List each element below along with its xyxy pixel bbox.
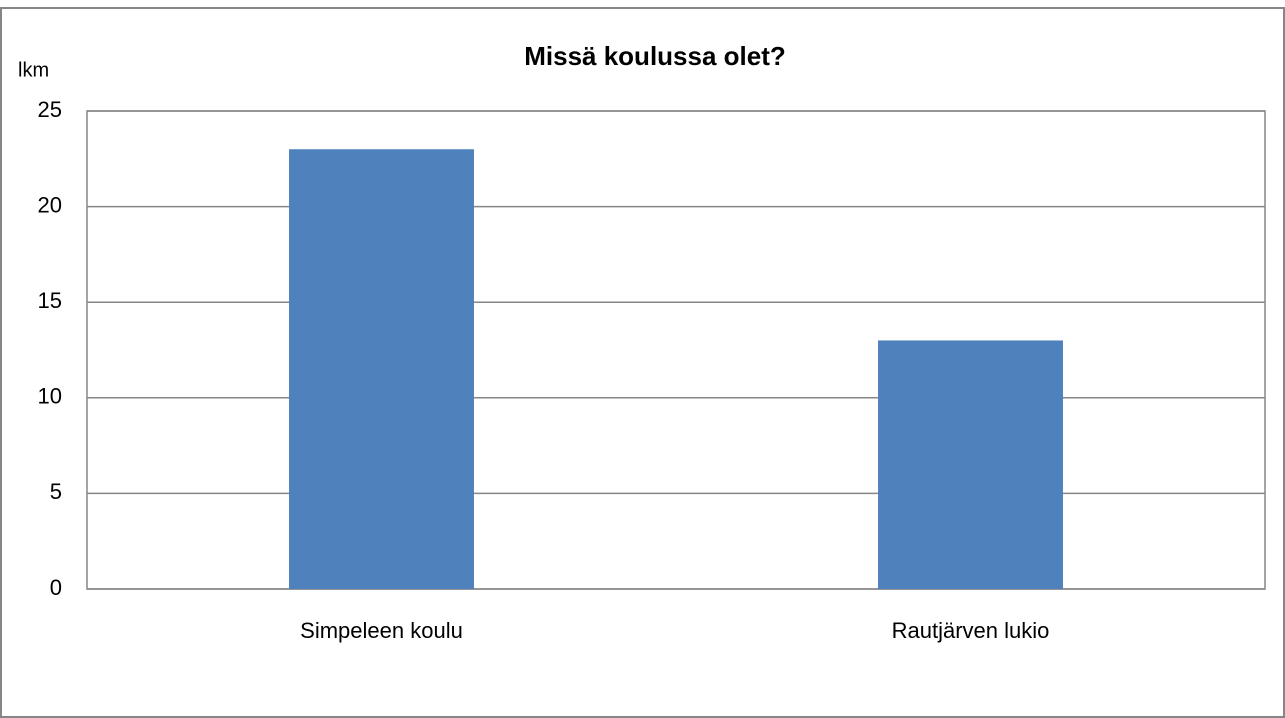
bar	[878, 340, 1063, 589]
y-tick-label: 5	[50, 479, 62, 504]
y-tick-label: 15	[38, 288, 62, 313]
y-axis-label: lkm	[18, 59, 49, 81]
x-tick-label: Rautjärven lukio	[892, 618, 1050, 643]
y-tick-label: 10	[38, 384, 62, 409]
y-tick-label: 25	[38, 97, 62, 122]
chart-frame	[0, 7, 1285, 718]
y-tick-label: 20	[38, 192, 62, 217]
bar	[289, 149, 474, 590]
chart-title: Missä koulussa olet?	[524, 41, 786, 71]
x-tick-label: Simpeleen koulu	[300, 618, 463, 643]
y-tick-label: 0	[50, 575, 62, 600]
